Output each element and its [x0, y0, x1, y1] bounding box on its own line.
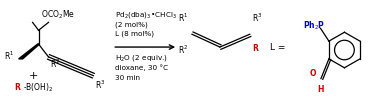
- Text: -B(OH)$_2$: -B(OH)$_2$: [23, 81, 53, 94]
- Text: R$^1$: R$^1$: [5, 50, 15, 62]
- Text: R$^3$: R$^3$: [252, 12, 262, 24]
- Polygon shape: [19, 44, 40, 59]
- Text: H: H: [318, 85, 324, 94]
- Text: R: R: [15, 83, 21, 92]
- Text: Ph$_2$P: Ph$_2$P: [302, 19, 325, 32]
- Text: (2 mol%): (2 mol%): [115, 21, 148, 28]
- Text: R$^2$: R$^2$: [178, 44, 188, 57]
- Text: H$_2$O (2 equiv.): H$_2$O (2 equiv.): [115, 53, 169, 63]
- Text: R$^3$: R$^3$: [95, 79, 106, 91]
- Text: R$^2$: R$^2$: [50, 58, 60, 70]
- Text: +: +: [29, 71, 38, 81]
- Text: 30 min: 30 min: [115, 75, 140, 81]
- Text: OCO$_2$Me: OCO$_2$Me: [40, 9, 74, 21]
- Text: L =: L =: [270, 43, 285, 52]
- Text: L (8 mol%): L (8 mol%): [115, 31, 154, 37]
- Text: O: O: [310, 69, 316, 78]
- Text: R$^1$: R$^1$: [178, 12, 188, 24]
- Text: Pd$_2$(dba)$_3$•CHCl$_3$: Pd$_2$(dba)$_3$•CHCl$_3$: [115, 9, 177, 19]
- Text: R: R: [252, 44, 258, 53]
- Text: dioxane, 30 °C: dioxane, 30 °C: [115, 64, 168, 71]
